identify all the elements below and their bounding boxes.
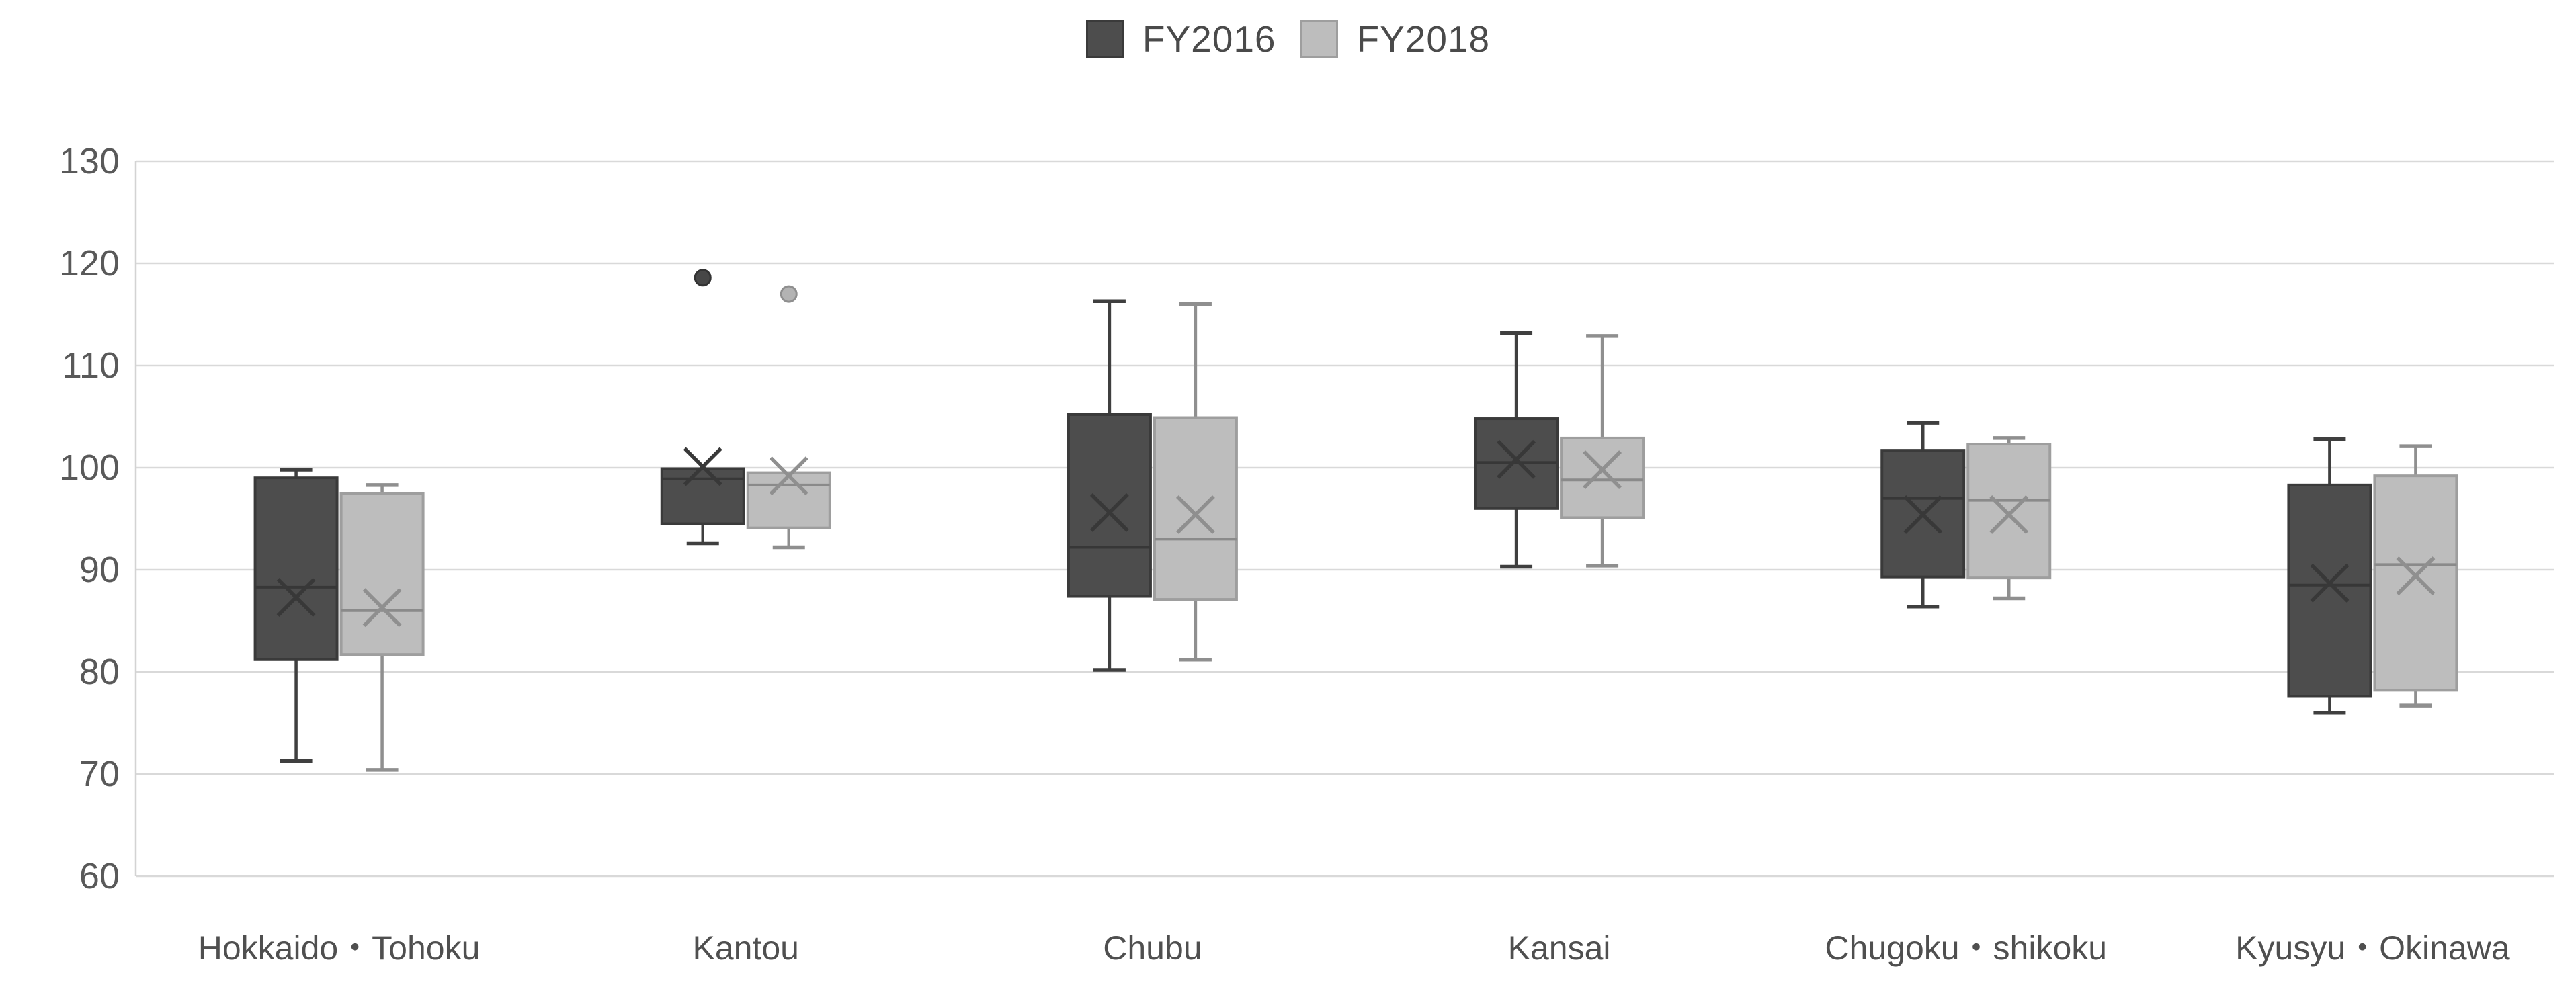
y-tick-label: 130 [59, 141, 120, 181]
y-tick-label: 100 [59, 447, 120, 488]
outlier-point [780, 285, 798, 303]
legend-item-fy2018: FY2018 [1300, 17, 1491, 60]
mean-marker [1989, 495, 2029, 534]
mean-marker [1089, 493, 1129, 532]
box-fy2018 [1560, 436, 1645, 519]
box-fy2016 [253, 476, 339, 661]
mean-marker [1175, 495, 1215, 534]
legend-label-fy2018: FY2018 [1356, 18, 1491, 60]
x-category-label: Chubu [1103, 929, 1202, 967]
mean-marker [1583, 450, 1622, 489]
mean-marker [276, 578, 316, 617]
legend-item-fy2016: FY2016 [1085, 17, 1276, 60]
mean-marker [362, 588, 402, 628]
box-fy2018 [1966, 443, 2052, 580]
y-tick-label: 120 [59, 243, 120, 284]
x-category-label: Kantou [693, 929, 799, 967]
legend-swatch-fy2016 [1085, 20, 1124, 58]
outlier-point [694, 269, 712, 287]
mean-marker [683, 447, 722, 486]
chart-legend: FY2016 FY2018 [0, 17, 2576, 60]
box-fy2016 [660, 467, 745, 525]
y-tick-label: 70 [79, 754, 120, 794]
y-tick-label: 110 [62, 345, 120, 386]
x-category-label: Kyusyu・Okinawa [2235, 929, 2510, 967]
box-fy2018 [339, 492, 425, 656]
y-tick-label: 90 [79, 550, 120, 590]
legend-label-fy2016: FY2016 [1142, 18, 1276, 60]
box-fy2018 [746, 471, 831, 529]
mean-marker [769, 456, 808, 496]
legend-swatch-fy2018 [1300, 20, 1338, 58]
x-category-label: Hokkaido・Tohoku [198, 929, 481, 967]
mean-marker [2310, 563, 2350, 603]
box-fy2016 [2287, 483, 2372, 698]
y-tick-label: 60 [79, 856, 120, 896]
box-fy2018 [2373, 474, 2458, 692]
x-category-label: Chugoku・shikoku [1825, 929, 2107, 967]
mean-marker [1497, 439, 1536, 479]
box-fy2018 [1153, 416, 1238, 601]
y-tick-label: 80 [79, 652, 120, 692]
mean-marker [2396, 556, 2436, 596]
x-category-label: Kansai [1508, 929, 1611, 967]
box-fy2016 [1067, 413, 1152, 598]
mean-marker [1903, 495, 1943, 534]
